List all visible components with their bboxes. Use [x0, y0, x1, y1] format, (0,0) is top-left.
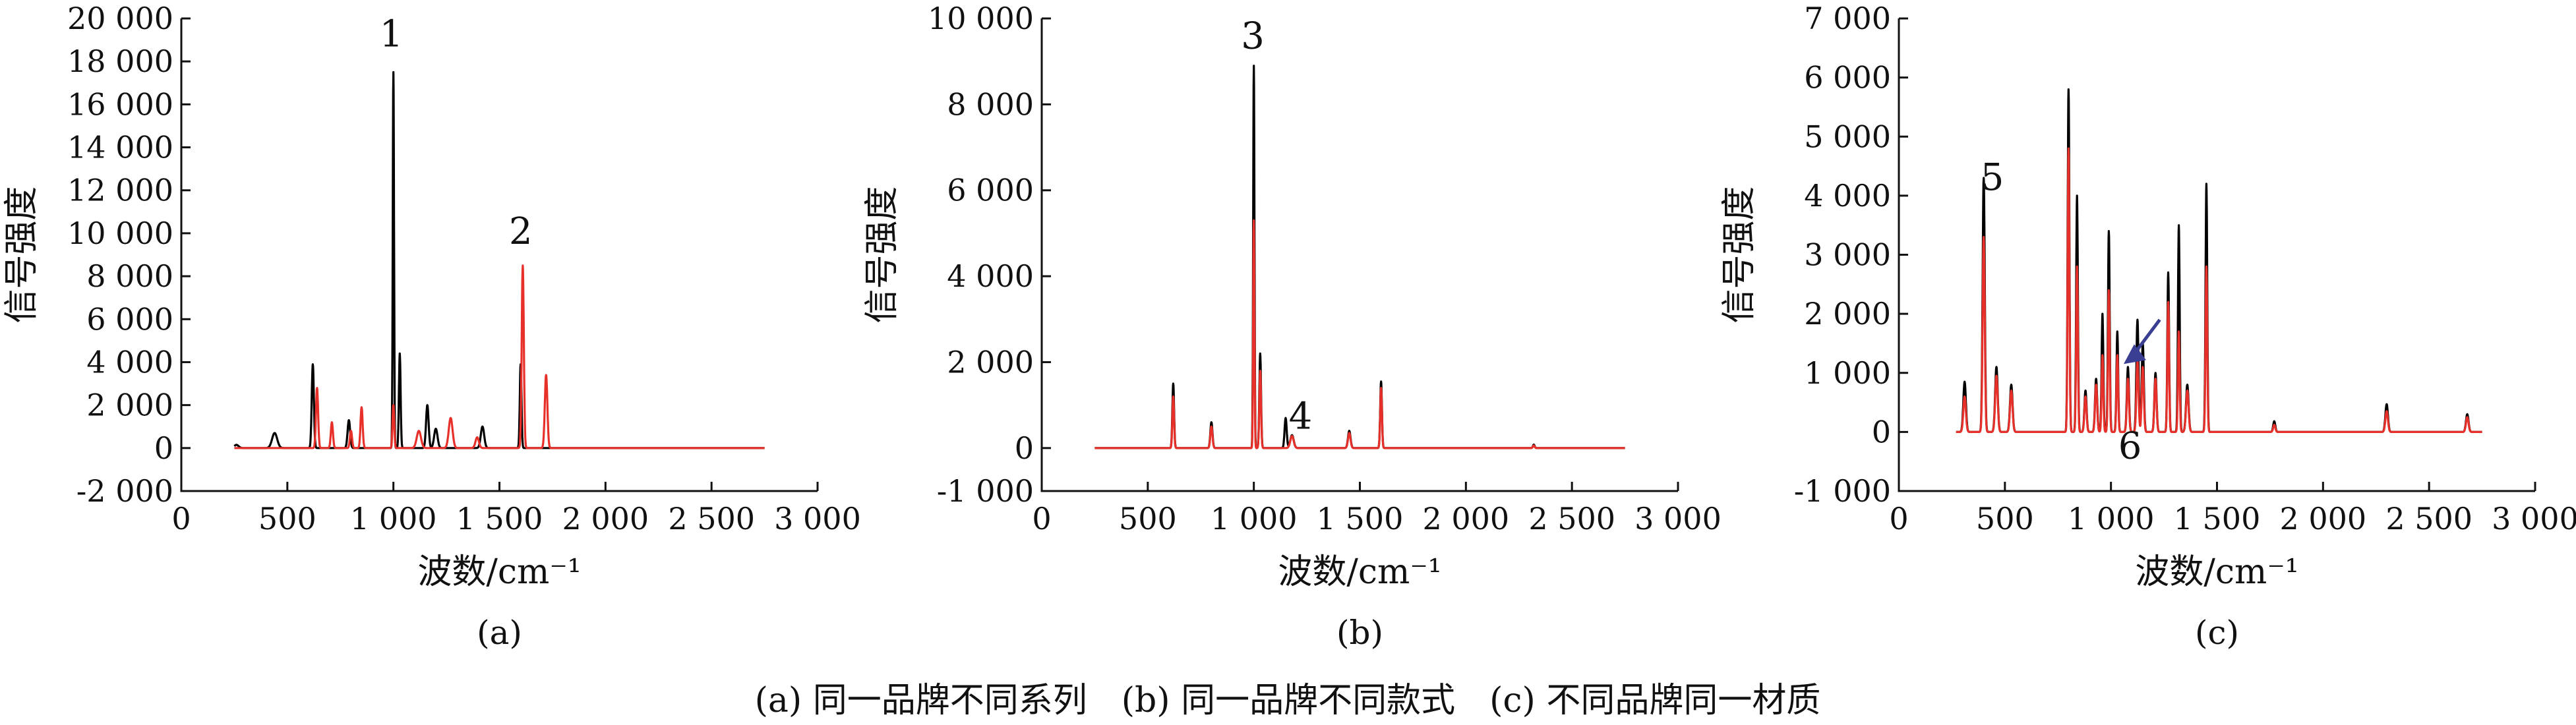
- y-tick-label: 14 000: [67, 130, 173, 165]
- x-tick-label: 3 000: [2492, 501, 2576, 536]
- x-tick-label: 3 000: [1634, 501, 1722, 536]
- y-tick-label: -1 000: [937, 473, 1034, 509]
- y-tick-label: 4 000: [86, 344, 173, 380]
- panel-label: (b): [1336, 614, 1383, 652]
- x-tick-label: 500: [1119, 501, 1177, 536]
- y-tick-label: 6 000: [86, 301, 173, 337]
- y-tick-label: 10 000: [67, 216, 173, 251]
- y-tick-label: 2 000: [1804, 296, 1891, 332]
- figure-caption: (a) 同一品牌不同系列 (b) 同一品牌不同款式 (c) 不同品牌同一材质: [755, 681, 1821, 720]
- y-tick-label: 7 000: [1804, 1, 1891, 36]
- x-tick-label: 0: [1032, 501, 1051, 536]
- y-tick-label: 8 000: [947, 86, 1034, 122]
- panel-label: (a): [477, 614, 522, 652]
- y-tick-label: 12 000: [67, 173, 173, 208]
- x-tick-label: 2 000: [562, 501, 649, 536]
- y-tick-label: 2 000: [86, 388, 173, 423]
- x-tick-label: 2 000: [2279, 501, 2366, 536]
- x-tick-label: 1 500: [1317, 501, 1404, 536]
- y-tick-label: 8 000: [86, 258, 173, 294]
- peak-annotation: 3: [1241, 15, 1265, 58]
- panel-label: (c): [2195, 614, 2239, 652]
- x-tick-label: 1 000: [2068, 501, 2155, 536]
- spectrum-series-2: [233, 264, 765, 450]
- x-tick-label: 2 500: [668, 501, 755, 536]
- spectrum-series-1: [233, 71, 765, 450]
- y-tick-label: 16 000: [67, 86, 173, 122]
- x-tick-label: 1 000: [350, 501, 437, 536]
- y-axis-title: 信号强度: [862, 186, 902, 323]
- y-tick-label: -2 000: [76, 473, 173, 509]
- x-axis-title: 波数/cm⁻¹: [2135, 552, 2298, 592]
- spectrum-series-1: [1094, 65, 1626, 450]
- peak-annotation: 6: [2118, 425, 2142, 468]
- x-tick-label: 2 500: [2385, 501, 2472, 536]
- x-axis-title: 波数/cm⁻¹: [1278, 552, 1441, 592]
- y-tick-label: 3 000: [1804, 237, 1891, 273]
- peak-annotation: 1: [380, 13, 404, 55]
- x-axis-title: 波数/cm⁻¹: [417, 552, 581, 592]
- y-tick-label: 18 000: [67, 44, 173, 79]
- y-tick-label: 0: [154, 430, 173, 466]
- x-tick-label: 0: [1889, 501, 1908, 536]
- y-tick-label: 0: [1872, 414, 1891, 450]
- y-tick-label: 1 000: [1804, 355, 1891, 391]
- y-tick-label: 6 000: [947, 173, 1034, 208]
- x-tick-label: 500: [1976, 501, 2034, 536]
- peak-annotation: 5: [1981, 156, 2004, 199]
- axis-frame: [1040, 18, 1678, 492]
- peak-annotation: 2: [509, 210, 533, 253]
- y-tick-label: 5 000: [1804, 119, 1891, 154]
- y-tick-label: 20 000: [67, 1, 173, 36]
- y-tick-label: 10 000: [928, 1, 1034, 36]
- y-tick-label: 6 000: [1804, 60, 1891, 96]
- y-tick-label: 4 000: [947, 258, 1034, 294]
- x-tick-label: 500: [258, 501, 316, 536]
- x-tick-label: 3 000: [774, 501, 861, 536]
- spectrum-series-2: [1094, 219, 1626, 450]
- y-tick-label: 4 000: [1804, 178, 1891, 214]
- spectrum-series-2: [1955, 147, 2483, 433]
- y-tick-label: 0: [1015, 430, 1034, 466]
- x-tick-label: 2 500: [1528, 501, 1615, 536]
- x-tick-label: 2 000: [1422, 501, 1509, 536]
- axis-frame: [180, 18, 818, 492]
- peak-annotation: 4: [1289, 395, 1313, 438]
- arrow-head: [2123, 344, 2146, 364]
- x-tick-label: 1 000: [1211, 501, 1298, 536]
- y-axis-title: 信号强度: [1720, 186, 1759, 323]
- y-tick-label: -1 000: [1794, 473, 1891, 509]
- x-tick-label: 0: [171, 501, 191, 536]
- spectrum-series-1: [1955, 88, 2483, 433]
- y-axis-title: 信号强度: [2, 186, 42, 323]
- y-tick-label: 2 000: [947, 344, 1034, 380]
- x-tick-label: 1 500: [456, 501, 543, 536]
- x-tick-label: 1 500: [2174, 501, 2261, 536]
